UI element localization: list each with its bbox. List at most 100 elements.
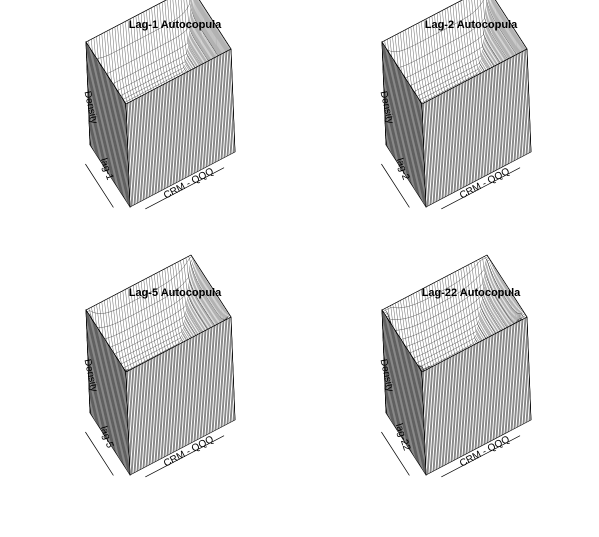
skirt-line — [164, 83, 170, 187]
skirt-line — [457, 353, 463, 457]
skirt-line — [199, 333, 204, 437]
skirt-line — [118, 360, 124, 464]
skirt-line — [409, 84, 414, 188]
skirt-line — [462, 350, 467, 454]
skirt-line — [109, 79, 115, 183]
skirt-line — [124, 370, 130, 474]
skirt-line — [436, 96, 442, 200]
box-edge — [125, 103, 131, 208]
skirt-line — [514, 323, 520, 427]
skirt-line — [119, 362, 125, 466]
box-edge — [381, 309, 423, 373]
skirt-line — [393, 327, 398, 431]
skirt-line — [93, 54, 99, 158]
skirt-line — [112, 351, 117, 455]
skirt-line — [140, 364, 146, 468]
skirt-line — [148, 360, 153, 464]
skirt-line — [131, 100, 137, 204]
skirt-line — [179, 343, 185, 447]
skirt-line — [385, 315, 390, 419]
skirt-line — [158, 86, 164, 190]
skirt-line — [487, 69, 493, 173]
skirt-line — [107, 76, 113, 180]
skirt-line — [468, 79, 473, 183]
skirt-line — [96, 326, 101, 430]
axis-arrow — [381, 163, 410, 208]
skirt-line — [90, 316, 95, 420]
skirt-line — [447, 358, 452, 462]
skirt-line — [111, 349, 117, 453]
skirt-line — [408, 83, 413, 187]
skirt-line — [121, 97, 126, 201]
skirt-line — [415, 362, 421, 466]
skirt-line — [166, 82, 171, 186]
skirt-line — [191, 337, 197, 441]
skirt-line — [120, 95, 125, 199]
skirt-line — [108, 77, 114, 181]
skirt-line — [114, 86, 119, 190]
skirt-line — [91, 51, 97, 155]
skirt-line — [426, 369, 431, 473]
skirt-line — [456, 85, 461, 189]
skirt-line — [203, 63, 209, 167]
skirt-line — [166, 350, 171, 454]
skirt-line — [393, 59, 398, 163]
skirt-line — [110, 80, 116, 184]
skirt-line — [94, 323, 100, 427]
box-edge — [85, 254, 192, 311]
skirt-line — [182, 74, 188, 178]
skirt-line — [416, 95, 421, 199]
skirt-line — [187, 339, 192, 443]
skirt-line — [221, 321, 227, 425]
skirt-line — [408, 351, 413, 455]
skirt-line — [487, 337, 493, 441]
skirt-line — [406, 80, 412, 184]
box-edge — [526, 316, 532, 421]
skirt-line — [448, 357, 454, 461]
skirt-line — [104, 70, 109, 174]
skirt-line — [477, 74, 482, 178]
skirt-line — [202, 331, 207, 435]
skirt-line — [430, 99, 436, 203]
skirt-line — [134, 99, 140, 203]
skirt-line — [445, 91, 451, 195]
skirt-line — [403, 344, 409, 448]
skirt-line — [215, 324, 221, 428]
skirt-line — [390, 323, 396, 427]
skirt-line — [454, 354, 460, 458]
chart-title: Lag-5 Autocopula — [129, 287, 222, 299]
skirt-line — [175, 78, 180, 182]
skirt-line — [475, 75, 481, 179]
surface-mesh — [484, 256, 525, 319]
skirt-line — [483, 339, 488, 443]
skirt-line — [395, 64, 401, 168]
skirt-line — [226, 319, 231, 423]
skirt-line — [169, 81, 174, 185]
skirt-line — [107, 343, 112, 447]
chart-title: Lag-2 Autocopula — [425, 19, 518, 31]
skirt-line — [154, 357, 159, 461]
skirt-line — [151, 90, 156, 194]
box-edge — [85, 309, 127, 373]
skirt-line — [140, 96, 146, 200]
skirt-line — [399, 337, 405, 441]
box-edge — [494, 0, 528, 50]
skirt-line — [471, 78, 476, 182]
skirt-line — [123, 101, 129, 205]
skirt-line — [457, 85, 463, 189]
skirt-line — [148, 92, 153, 196]
skirt-line — [481, 72, 487, 176]
skirt-line — [419, 101, 425, 205]
box-edge — [381, 41, 387, 146]
skirt-line — [386, 316, 391, 420]
skirt-line — [493, 334, 499, 438]
axis-arrow — [85, 163, 114, 208]
skirt-line — [212, 58, 218, 162]
skirt-line — [386, 48, 391, 152]
skirt-line — [402, 341, 407, 445]
skirt-line — [451, 88, 457, 192]
skirt-line — [451, 356, 457, 460]
skirt-line — [199, 65, 204, 169]
skirt-line — [95, 325, 101, 429]
skirt-line — [91, 318, 96, 422]
